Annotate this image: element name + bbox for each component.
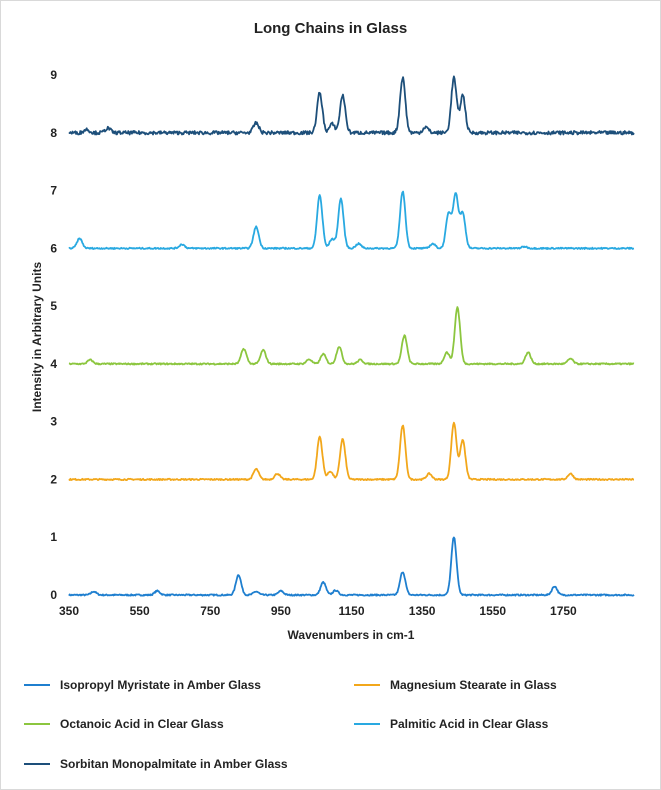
x-tick-label: 950 xyxy=(271,604,291,618)
x-tick-label: 1550 xyxy=(479,604,506,618)
legend-label: Palmitic Acid in Clear Glass xyxy=(390,717,549,731)
y-tick-label: 0 xyxy=(50,588,57,602)
x-tick-label: 750 xyxy=(200,604,220,618)
legend-swatch xyxy=(354,723,380,725)
legend-label: Octanoic Acid in Clear Glass xyxy=(60,717,224,731)
x-axis-title: Wavenumbers in cm-1 xyxy=(288,628,415,642)
legend-label: Magnesium Stearate in Glass xyxy=(390,678,557,692)
legend-label: Sorbitan Monopalmitate in Amber Glass xyxy=(60,757,288,771)
y-tick-label: 5 xyxy=(50,299,57,313)
y-tick-label: 6 xyxy=(50,241,57,255)
series-line-3 xyxy=(68,306,635,366)
y-tick-label: 2 xyxy=(50,472,57,486)
legend-item: Sorbitan Monopalmitate in Amber Glass xyxy=(24,757,288,771)
x-tick-label: 550 xyxy=(130,604,150,618)
y-axis-ticks: 0 1 2 3 4 5 6 7 8 9 xyxy=(50,68,57,602)
legend-item: Isopropyl Myristate in Amber Glass xyxy=(24,678,261,692)
y-tick-label: 3 xyxy=(50,415,57,429)
series-line-2 xyxy=(68,421,635,481)
x-tick-label: 1750 xyxy=(550,604,577,618)
y-axis-title: Intensity in Arbitrary Units xyxy=(30,262,44,413)
y-tick-label: 1 xyxy=(50,530,57,544)
y-tick-label: 4 xyxy=(50,357,57,371)
series-line-5 xyxy=(68,75,635,136)
legend-label: Isopropyl Myristate in Amber Glass xyxy=(60,678,261,692)
legend-item: Palmitic Acid in Clear Glass xyxy=(354,717,548,731)
series-lines xyxy=(68,75,635,597)
series-line-1 xyxy=(68,536,635,597)
series-line-4 xyxy=(68,190,635,250)
y-tick-label: 7 xyxy=(50,184,57,198)
legend-item: Octanoic Acid in Clear Glass xyxy=(24,717,224,731)
y-tick-label: 9 xyxy=(50,68,57,82)
x-tick-label: 1350 xyxy=(409,604,436,618)
x-axis-ticks: 350 550 750 950 1150 1350 1550 1750 xyxy=(59,604,577,618)
legend-swatch xyxy=(24,684,50,686)
legend-item: Magnesium Stearate in Glass xyxy=(354,678,557,692)
x-tick-label: 350 xyxy=(59,604,79,618)
chart-title: Long Chains in Glass xyxy=(253,20,408,37)
y-tick-label: 8 xyxy=(50,126,57,140)
legend-swatch xyxy=(354,684,380,686)
x-tick-label: 1150 xyxy=(338,604,364,618)
legend-swatch xyxy=(24,763,50,765)
legend-swatch xyxy=(24,723,50,725)
